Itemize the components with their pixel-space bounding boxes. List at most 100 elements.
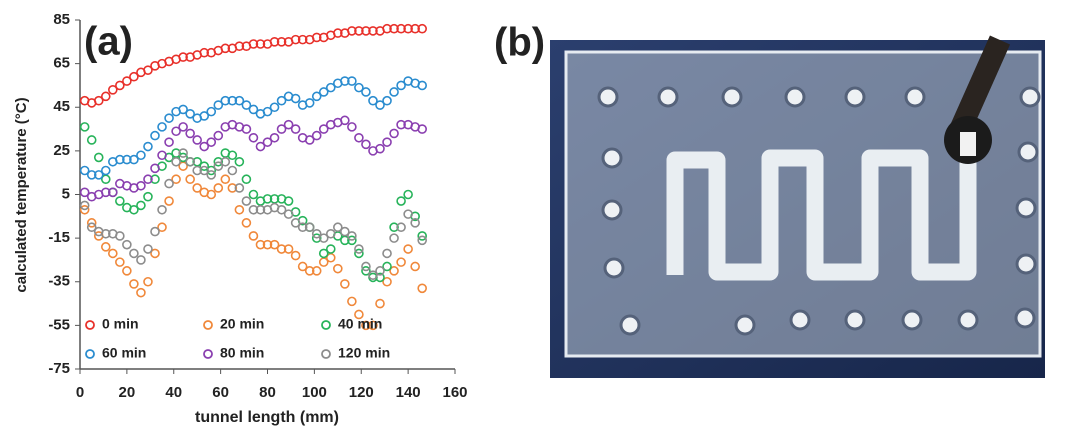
data-point [417, 124, 427, 134]
legend-marker [85, 320, 95, 330]
legend-marker [321, 349, 331, 359]
data-point [262, 106, 273, 117]
data-point [361, 87, 371, 97]
data-point [227, 183, 238, 193]
data-point [255, 141, 266, 152]
data-point [262, 194, 273, 204]
x-tick-label: 60 [212, 384, 229, 401]
x-tick-label: 100 [302, 384, 327, 401]
data-point [122, 266, 132, 276]
panel-label: (b) [494, 21, 545, 65]
y-axis-label: calculated temperature (°C) [13, 97, 30, 292]
data-point [389, 222, 399, 233]
data-point [262, 239, 273, 250]
data-point [143, 191, 153, 202]
y-tick-label: -55 [48, 316, 70, 333]
data-point [185, 128, 195, 139]
data-point [79, 200, 90, 211]
data-point [79, 165, 90, 176]
data-point [255, 204, 266, 215]
data-point [150, 248, 160, 259]
y-tick-label: -35 [48, 273, 70, 290]
data-point [269, 239, 280, 250]
data-point [213, 156, 224, 167]
data-point [227, 165, 238, 176]
data-point [389, 128, 399, 139]
data-point [108, 248, 118, 259]
data-point [220, 43, 231, 54]
data-point [290, 250, 301, 261]
data-point [115, 257, 125, 267]
data-point [333, 222, 343, 233]
data-point [382, 248, 392, 259]
data-point [150, 174, 160, 185]
data-point [340, 226, 350, 237]
data-point [185, 108, 195, 119]
data-point [115, 154, 125, 165]
data-point [185, 156, 195, 167]
data-point [241, 174, 252, 185]
data-point [234, 204, 245, 215]
data-point [213, 183, 224, 193]
data-point [354, 309, 364, 320]
data-point [157, 122, 167, 132]
data-point [290, 93, 301, 104]
data-point [396, 222, 406, 233]
y-tick-label: -15 [48, 229, 70, 246]
data-point [86, 218, 97, 228]
data-point [311, 266, 322, 276]
data-point [136, 255, 146, 265]
data-point [241, 218, 252, 228]
data-point [115, 80, 125, 91]
data-point [164, 113, 174, 123]
data-point [171, 156, 181, 167]
data-point [318, 248, 329, 259]
data-point [361, 139, 371, 150]
data-point [389, 23, 399, 34]
legend-label: 0 min [102, 316, 139, 332]
data-point [417, 235, 427, 246]
data-point [389, 266, 399, 276]
x-tick-label: 140 [396, 384, 421, 401]
data-point [290, 218, 301, 228]
data-point [368, 95, 378, 106]
x-tick-label: 20 [119, 384, 136, 401]
data-point [192, 135, 202, 145]
data-point [129, 279, 139, 289]
data-point [206, 189, 217, 200]
data-point [311, 228, 322, 239]
y-tick-label: 45 [53, 98, 70, 115]
data-point [199, 161, 210, 171]
data-point [368, 320, 378, 331]
x-tick-label: 120 [349, 384, 374, 401]
data-point [283, 196, 294, 206]
data-point [79, 122, 90, 132]
data-point [143, 174, 153, 185]
data-point [368, 26, 378, 36]
data-point [276, 124, 287, 134]
data-point [171, 126, 181, 137]
tube [949, 35, 1011, 135]
data-point [234, 41, 245, 51]
panel-label: (a) [84, 20, 133, 64]
data-point [354, 248, 364, 259]
photo [550, 35, 1045, 378]
data-point [79, 187, 90, 198]
data-point [227, 150, 238, 161]
data-point [122, 76, 132, 86]
data-point [234, 95, 245, 106]
data-point [361, 320, 371, 331]
data-point [290, 34, 301, 45]
data-point [375, 298, 385, 309]
data-point [340, 115, 350, 126]
x-tick-label: 0 [76, 384, 84, 401]
data-point [361, 261, 371, 272]
data-point [347, 76, 357, 86]
data-point [389, 233, 399, 243]
data-point [178, 104, 188, 115]
data-point [382, 261, 392, 272]
data-point [248, 104, 259, 115]
data-point [220, 95, 231, 106]
data-point [311, 91, 322, 102]
